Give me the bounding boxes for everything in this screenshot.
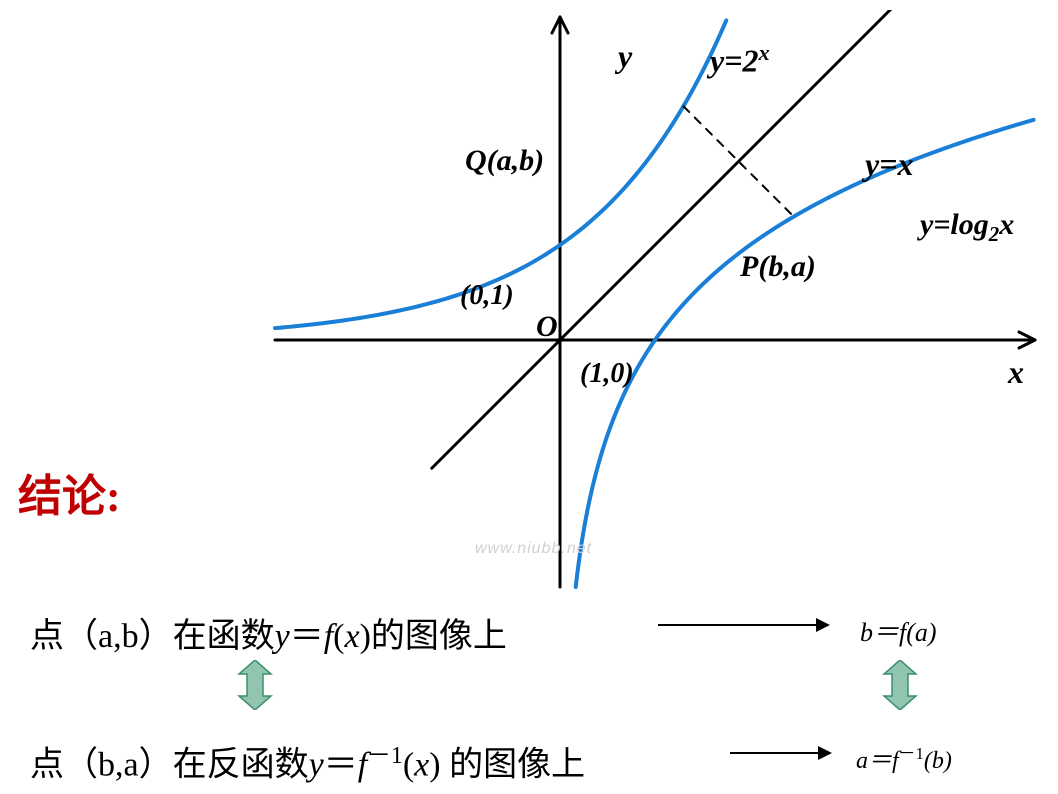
double-arrow-left-icon [235, 660, 275, 710]
watermark-text: www.niubb.net [475, 540, 592, 558]
point-Q-label: Q(a,b) [465, 144, 544, 178]
equation-b-fa: b＝f(a) [860, 612, 937, 649]
point-01-label: (0,1) [460, 280, 514, 312]
arrow-to-eq1 [658, 624, 828, 626]
origin-label: O [536, 310, 558, 344]
chart-svg [260, 10, 1058, 590]
function-chart: y x y=2x y=x y=log2x Q(a,b) P(b,a) (0,1)… [260, 10, 1058, 590]
id-line-label: y=x [865, 146, 913, 183]
equation-a-finv-b: a＝f－1(b) [856, 740, 952, 775]
exp-curve-label: y=2x [710, 40, 770, 80]
x-axis-label: x [1008, 354, 1024, 391]
point-P-label: P(b,a) [740, 250, 816, 284]
log-curve-label: y=log2x [920, 208, 1014, 247]
conclusion-title: 结论: [18, 460, 121, 524]
arrow-to-eq2 [730, 752, 830, 754]
y-axis-label: y [618, 38, 632, 75]
double-arrow-right-icon [880, 660, 920, 710]
conclusion-line-1: 点（a,b）在函数y＝f(x)的图像上 [30, 608, 507, 657]
conclusion-line-2: 点（b,a）在反函数y＝f－1(x) 的图像上 [30, 735, 585, 785]
point-10-label: (1,0) [580, 358, 634, 390]
